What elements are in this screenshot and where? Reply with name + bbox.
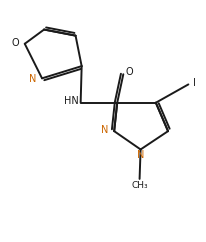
- Text: I: I: [193, 78, 195, 88]
- Text: O: O: [126, 67, 133, 77]
- Text: HN: HN: [64, 96, 79, 106]
- Text: N: N: [101, 125, 109, 135]
- Text: N: N: [29, 74, 36, 84]
- Text: CH₃: CH₃: [131, 181, 148, 189]
- Text: N: N: [137, 150, 145, 160]
- Text: O: O: [12, 38, 19, 48]
